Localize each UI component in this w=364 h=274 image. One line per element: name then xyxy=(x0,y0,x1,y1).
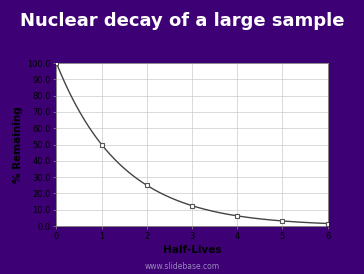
Y-axis label: % Remaining: % Remaining xyxy=(13,106,23,183)
X-axis label: Half-Lives: Half-Lives xyxy=(163,245,221,255)
Text: www.slidebase.com: www.slidebase.com xyxy=(145,262,219,271)
Text: Nuclear decay of a large sample: Nuclear decay of a large sample xyxy=(20,12,344,30)
